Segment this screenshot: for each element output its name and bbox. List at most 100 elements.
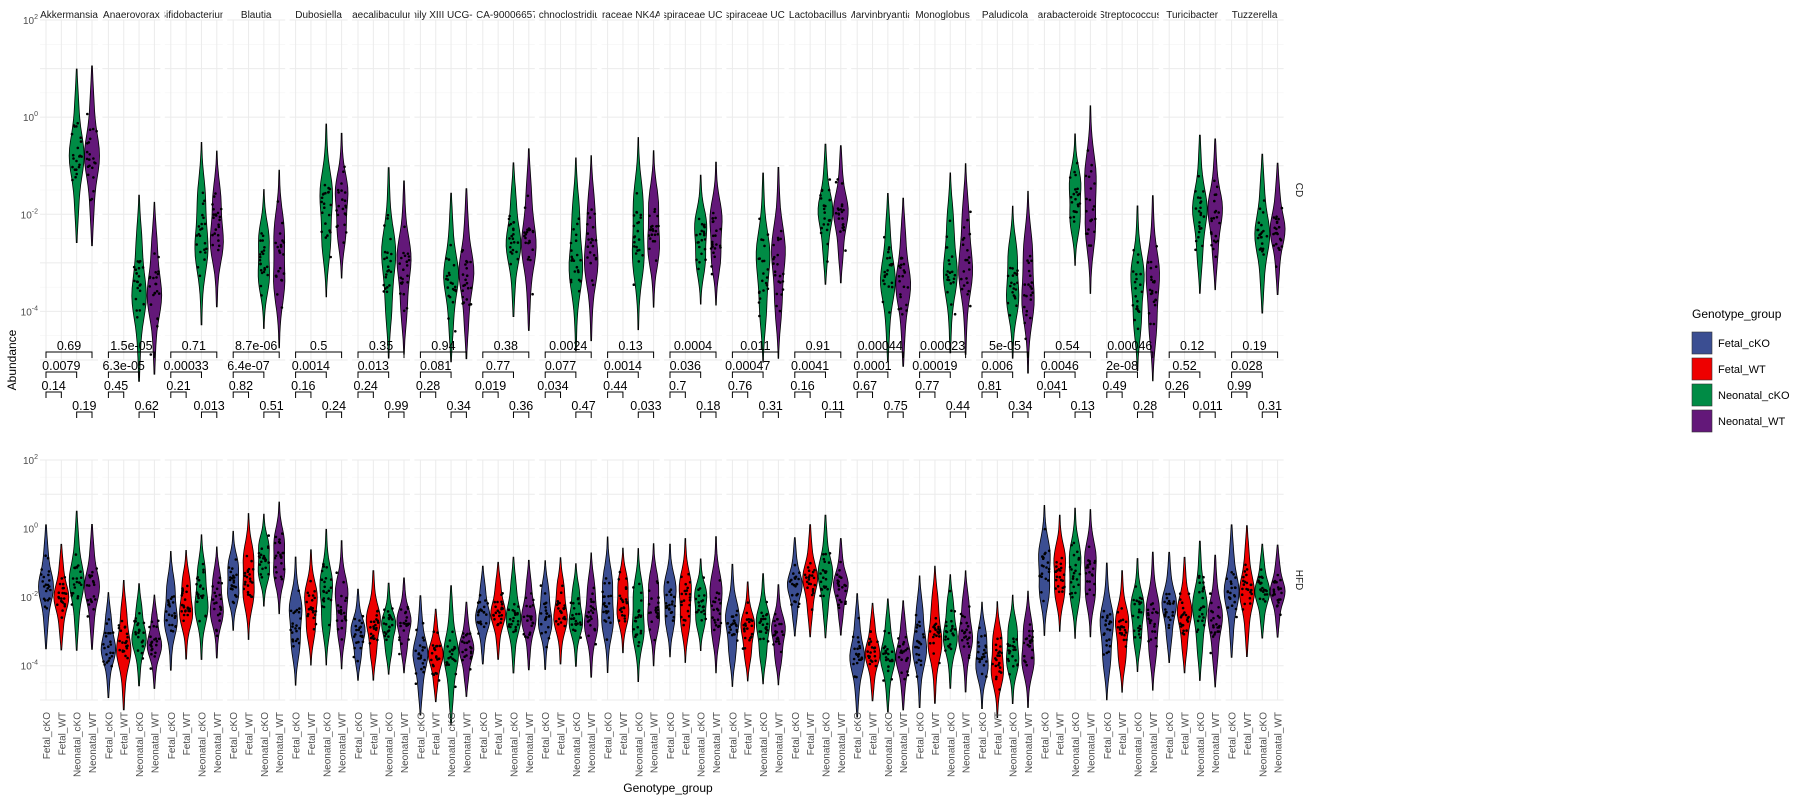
pvalue-bracket xyxy=(1136,411,1154,418)
data-point xyxy=(953,273,957,277)
data-point xyxy=(715,591,719,594)
data-point xyxy=(329,255,333,259)
data-point xyxy=(714,624,718,627)
data-point xyxy=(60,597,63,600)
data-point xyxy=(39,573,43,576)
data-point xyxy=(480,609,484,612)
data-point xyxy=(776,253,779,257)
data-point xyxy=(728,625,732,629)
data-point xyxy=(837,217,841,220)
data-point xyxy=(561,584,564,588)
data-point xyxy=(58,582,62,586)
data-point xyxy=(916,639,919,643)
data-point xyxy=(1030,656,1034,660)
data-point xyxy=(654,608,657,612)
data-point xyxy=(790,593,794,597)
data-point xyxy=(295,608,299,612)
data-point xyxy=(735,609,739,613)
data-point xyxy=(1132,248,1135,252)
data-point xyxy=(651,229,655,232)
data-point xyxy=(1146,612,1150,615)
data-point xyxy=(203,248,206,251)
data-point xyxy=(1136,327,1140,331)
data-point xyxy=(1212,216,1216,220)
data-point xyxy=(297,610,301,614)
data-point xyxy=(470,655,473,659)
data-point xyxy=(797,577,800,581)
data-point xyxy=(500,614,504,617)
data-point xyxy=(525,604,528,608)
data-point xyxy=(557,623,560,626)
data-point xyxy=(819,572,822,575)
data-point xyxy=(274,576,277,580)
data-point xyxy=(523,206,527,209)
data-point xyxy=(980,656,984,659)
data-point xyxy=(478,600,482,604)
data-point xyxy=(680,600,683,603)
data-point xyxy=(906,670,909,673)
data-point xyxy=(1197,230,1201,234)
data-point xyxy=(851,635,855,639)
data-point xyxy=(1074,188,1077,191)
data-point xyxy=(1014,659,1017,662)
data-point xyxy=(1055,561,1058,564)
data-point xyxy=(778,309,782,313)
violin-HFD-Fetal_cKO xyxy=(601,536,614,673)
data-point xyxy=(968,605,971,608)
data-point xyxy=(322,562,325,566)
data-point xyxy=(385,290,389,294)
data-point xyxy=(232,601,236,605)
data-point xyxy=(514,625,518,629)
data-point xyxy=(836,207,840,210)
data-point xyxy=(531,248,534,251)
data-point xyxy=(71,153,75,157)
data-point xyxy=(563,624,566,628)
data-point xyxy=(1136,261,1140,264)
data-point xyxy=(1116,610,1120,614)
data-point xyxy=(1259,588,1262,591)
data-point xyxy=(134,630,137,634)
data-point xyxy=(719,227,722,231)
data-point xyxy=(137,266,141,270)
data-point xyxy=(906,647,909,650)
data-point xyxy=(1028,639,1032,643)
data-point xyxy=(102,643,105,646)
data-point xyxy=(213,232,216,235)
data-point xyxy=(336,213,340,217)
data-point xyxy=(307,594,311,597)
data-point xyxy=(526,619,529,622)
data-point xyxy=(219,597,223,601)
data-point xyxy=(1273,593,1276,596)
data-point xyxy=(968,631,972,634)
data-point xyxy=(478,593,482,597)
data-point xyxy=(1199,211,1203,215)
data-point xyxy=(76,596,79,600)
pvalue-fetal-cko-vs-fetal-wt: 0.16 xyxy=(790,379,814,393)
data-point xyxy=(639,629,643,633)
data-point xyxy=(260,547,264,550)
data-point xyxy=(647,589,651,592)
data-point xyxy=(697,594,701,598)
data-point xyxy=(544,609,548,612)
data-point xyxy=(1209,592,1212,595)
data-point xyxy=(267,534,271,537)
data-point xyxy=(1134,295,1137,298)
data-point xyxy=(1088,570,1091,574)
data-point xyxy=(213,607,216,611)
data-point xyxy=(387,629,391,632)
data-point xyxy=(778,274,782,278)
data-point xyxy=(869,640,873,643)
data-point xyxy=(406,274,409,278)
data-point xyxy=(447,317,450,320)
data-point xyxy=(1025,294,1028,298)
data-point xyxy=(1025,313,1028,317)
pvalue-bracket xyxy=(482,351,530,358)
data-point xyxy=(1248,602,1252,605)
data-point xyxy=(277,551,280,554)
data-point xyxy=(766,268,770,271)
data-point xyxy=(299,617,302,620)
data-point xyxy=(1275,215,1278,218)
data-point xyxy=(625,601,629,605)
x-tick-label: Neonatal_WT xyxy=(712,712,723,773)
